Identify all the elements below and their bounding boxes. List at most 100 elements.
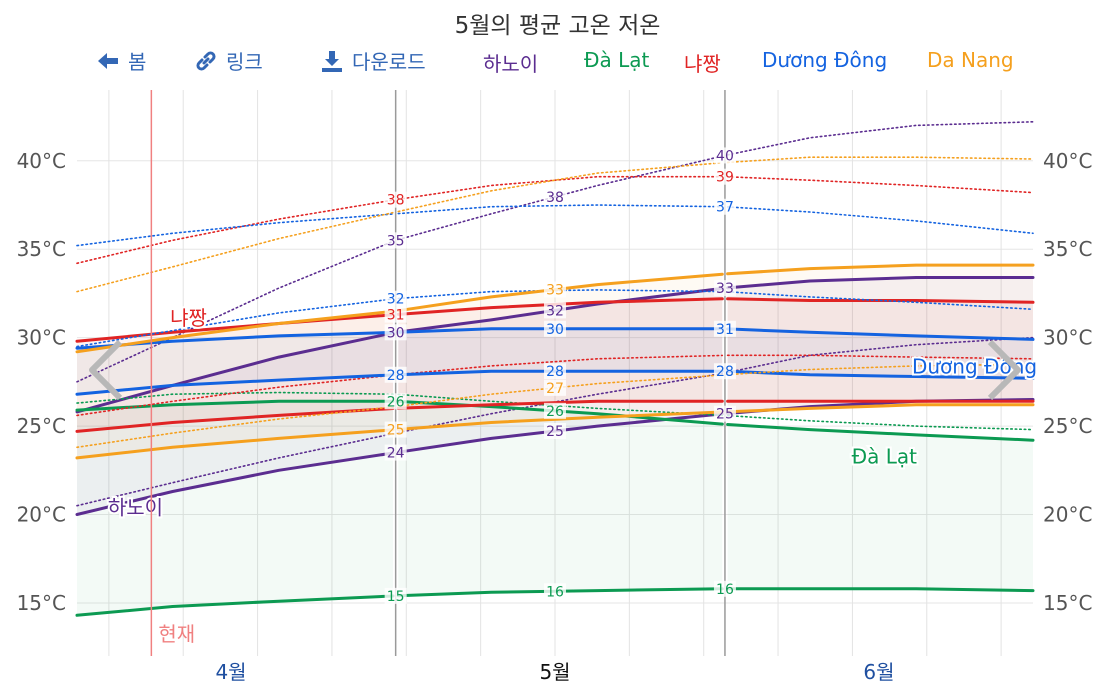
series-danang-high[interactable]	[726, 263, 1035, 276]
series-dalat-low[interactable]	[726, 587, 1035, 593]
data-label-dalat: 16	[546, 584, 564, 600]
data-label-bg	[384, 290, 407, 307]
series-duongdong-low[interactable]	[726, 369, 1035, 380]
data-label-hanoi: 25	[716, 407, 734, 423]
series-danang-p90	[76, 211, 394, 293]
series-name-label-nhatrang: 냐짱	[170, 306, 207, 330]
band-hanoi	[727, 277, 1033, 414]
now-label: 현재	[158, 622, 195, 646]
data-label-danang: 25	[387, 423, 405, 439]
data-label-dalat: 16	[716, 582, 734, 598]
y-tick-right: 15°C	[1043, 591, 1092, 615]
series-hanoi-high[interactable]	[726, 276, 1035, 290]
data-label-dalat: 26	[546, 404, 564, 420]
y-tick-left: 30°C	[17, 326, 66, 350]
data-label-bg	[384, 366, 407, 383]
series-duongdong-p10	[397, 289, 724, 300]
link-button[interactable]: 링크	[194, 46, 263, 75]
series-dalat-high[interactable]	[75, 399, 395, 412]
series-name-label-dalat: Đà Lạt	[852, 444, 918, 468]
data-label-bg	[713, 363, 736, 380]
band-dalat	[727, 424, 1033, 591]
data-label-bg	[384, 444, 407, 461]
series-duongdong-high[interactable]	[726, 327, 1035, 341]
x-tick-month[interactable]: 6월	[863, 660, 894, 684]
download-button[interactable]: 다운로드	[320, 46, 426, 75]
x-tick-month[interactable]: 4월	[215, 660, 246, 684]
series-dalat-high[interactable]	[726, 423, 1035, 442]
series-nhatrang-high[interactable]	[75, 313, 395, 343]
y-tick-left: 40°C	[17, 149, 66, 173]
y-tick-left: 15°C	[17, 591, 66, 615]
data-label-bg	[384, 393, 407, 410]
series-duongdong-low[interactable]	[75, 373, 395, 396]
band-duongdong	[77, 332, 393, 395]
data-label-bg	[544, 402, 566, 419]
back-button[interactable]: 봄	[96, 46, 146, 75]
prev-arrow-icon[interactable]	[86, 336, 124, 404]
data-label-bg	[713, 280, 736, 297]
data-label-bg	[713, 147, 736, 164]
band-dalat	[398, 401, 723, 596]
axes: 현재 15°C 15°C 20°C 20°C 25°C 25°C 30°C 30°C 35°C 35…	[17, 90, 1092, 684]
series-hanoi-p10	[726, 336, 1034, 374]
range-bands	[77, 265, 1033, 616]
chart-title: 5월의 평균 고온 저온	[454, 13, 661, 39]
series-duongdong-p90	[397, 204, 724, 215]
series-hanoi-high[interactable]	[75, 331, 395, 414]
data-label-duongdong: 28	[716, 364, 734, 380]
data-label-hanoi: 33	[716, 281, 734, 297]
series-nhatrang-p10	[726, 354, 1034, 360]
next-arrow-icon[interactable]	[986, 336, 1024, 404]
link-label: 링크	[226, 50, 263, 74]
data-label-bg	[713, 168, 736, 185]
data-label-bg	[713, 320, 736, 337]
download-icon	[322, 50, 342, 72]
data-label-bg	[384, 306, 407, 323]
series-nhatrang-high[interactable]	[726, 297, 1035, 304]
series-danang-low[interactable]	[75, 428, 395, 460]
series-nhatrang-p90	[76, 199, 394, 265]
legend-nhatrang[interactable]: 냐짱	[684, 52, 721, 76]
data-label-bg	[544, 379, 566, 396]
data-label-nhatrang: 31	[387, 308, 405, 324]
data-label-bg	[544, 320, 566, 337]
series-duongdong-p90	[76, 213, 394, 247]
series-danang-p90	[726, 156, 1034, 164]
data-label-dalat: 26	[387, 394, 405, 410]
series-danang-low[interactable]	[396, 410, 724, 431]
series-danang-high[interactable]	[75, 309, 395, 354]
series-nhatrang-p10	[397, 354, 724, 376]
nav-arrows	[86, 336, 1024, 404]
legend-hanoi[interactable]: 하노이	[483, 52, 539, 76]
series-hanoi-p90	[726, 121, 1034, 156]
data-label-danang: 27	[546, 381, 564, 397]
data-label-bg	[544, 583, 566, 600]
legend-danang[interactable]: Da Nang	[927, 48, 1014, 72]
series-hanoi-p10	[76, 432, 394, 507]
series-danang-low[interactable]	[726, 403, 1035, 414]
series-hanoi-low[interactable]	[75, 451, 395, 516]
legend-duongdong[interactable]: Dương Đông	[762, 48, 888, 72]
legend-dalat[interactable]: Đà Lạt	[584, 48, 650, 72]
x-tick-month[interactable]: 5월	[539, 660, 570, 684]
toolbar: 봄 링크 다운로드 하노이 Đà Lạt 냐짱 Dương Đông Da Na…	[0, 46, 1115, 78]
data-label-bg	[384, 324, 407, 341]
data-label-hanoi: 32	[546, 303, 564, 319]
data-label-duongdong: 37	[716, 200, 734, 216]
data-label-bg	[544, 363, 566, 380]
series-dalat-low[interactable]	[75, 594, 395, 617]
data-label-hanoi: 30	[387, 325, 405, 341]
data-label-hanoi: 25	[546, 424, 564, 440]
series-dalat-p90	[76, 391, 394, 404]
data-label-hanoi: 40	[716, 148, 734, 164]
y-tick-right: 35°C	[1043, 237, 1092, 261]
y-tick-left: 25°C	[17, 414, 66, 438]
data-label-hanoi: 24	[387, 446, 405, 462]
band-danang	[77, 311, 393, 458]
data-label-bg	[713, 580, 736, 597]
series-nhatrang-low[interactable]	[75, 407, 395, 433]
series-hanoi-p90	[397, 155, 724, 241]
y-tick-right: 30°C	[1043, 326, 1092, 350]
band-danang	[398, 274, 723, 430]
